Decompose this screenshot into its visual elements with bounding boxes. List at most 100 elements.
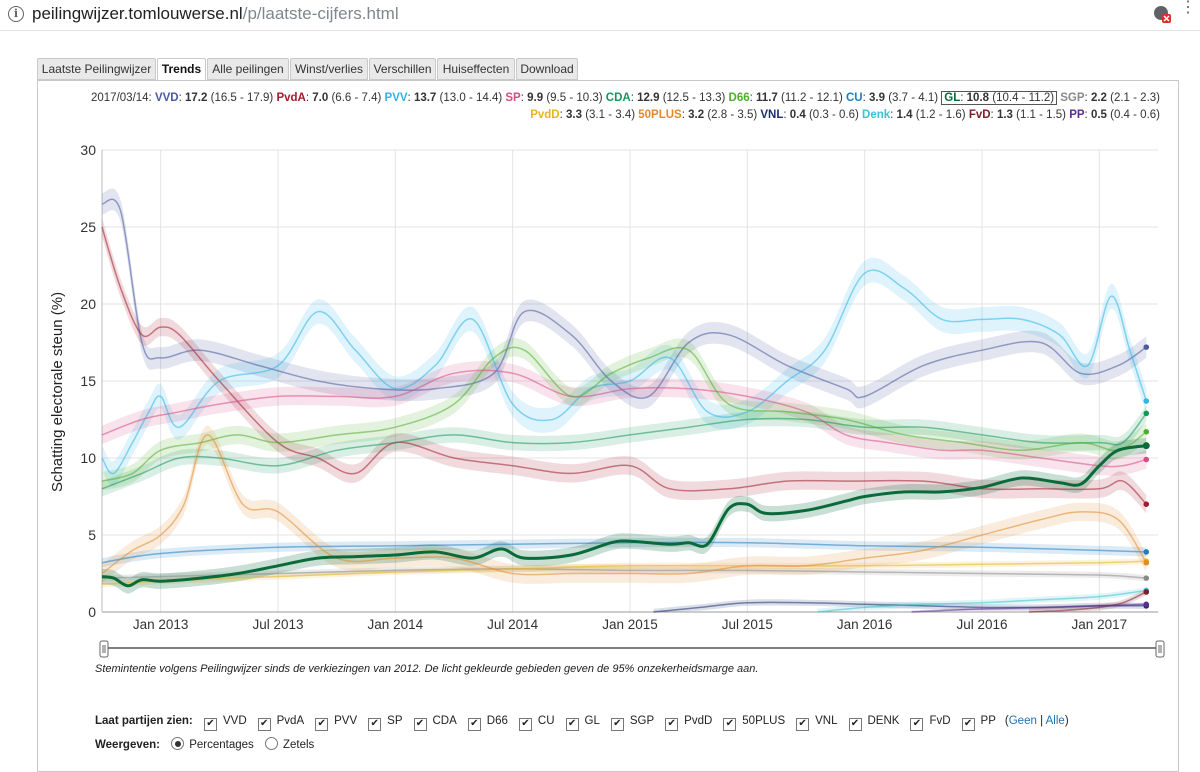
tab-winst-verlies[interactable]: Winst/verlies	[290, 58, 368, 80]
checkbox-label-pvda[interactable]: PvdA	[276, 715, 305, 727]
checkbox-cu[interactable]: ✔	[518, 718, 532, 731]
tab-download[interactable]: Download	[516, 58, 578, 80]
x-tick-labels: Jan 2013 Jul 2013 Jan 2014 Jul 2014 Jan 2015…	[133, 617, 1127, 632]
band-sgp	[102, 565, 1147, 582]
end-marker-fvd[interactable]	[1143, 589, 1150, 595]
checkbox-cda[interactable]: ✔	[413, 718, 427, 731]
summary-range: (1.2 - 1.6)	[915, 109, 966, 121]
checkbox-label-pp[interactable]: PP	[980, 715, 996, 727]
extension-icon[interactable]	[1153, 5, 1171, 23]
checkbox-label-cda[interactable]: CDA	[432, 715, 457, 727]
end-marker-vvd[interactable]	[1143, 344, 1150, 350]
summary-party: 50PLUS	[638, 109, 682, 121]
checkbox-sp[interactable]: ✔	[368, 718, 382, 731]
band-sp	[102, 361, 1147, 476]
series-line-pvv[interactable]	[101, 269, 1148, 475]
summary-party: VNL	[760, 109, 784, 121]
summary-line-1: 2017/03/14: VVD: 17.2 (16.5 - 17.9) PvdA…	[91, 91, 1160, 105]
band-pvda	[102, 217, 1147, 514]
checkbox-pvdd[interactable]: ✔	[665, 718, 679, 731]
range-handle-left[interactable]	[99, 640, 109, 658]
address-bar[interactable]: i peilingwijzer.tomlouwerse.nl/p/laatste…	[0, 0, 1200, 31]
end-marker-pvv[interactable]	[1143, 398, 1150, 404]
checkbox-pp[interactable]: ✔	[961, 718, 975, 731]
end-marker-cda[interactable]	[1143, 410, 1150, 417]
end-marker-50plus[interactable]	[1143, 559, 1150, 566]
checkbox-label-d66[interactable]: D66	[486, 715, 508, 727]
summary-entry-fvd: FvD: 1.3 (1.1 - 1.5)	[968, 109, 1066, 121]
checkbox-label-fvd[interactable]: FvD	[929, 715, 951, 727]
summary-entry-pvdd: PvdD: 3.3 (3.1 - 3.4)	[530, 109, 636, 121]
tab-alle-peilingen[interactable]: Alle peilingen	[207, 58, 289, 80]
series-line-denk[interactable]	[817, 589, 1147, 613]
series-line-pp[interactable]	[911, 603, 1147, 613]
series-lines	[101, 198, 1148, 613]
tab-huiseffecten[interactable]: Huiseffecten	[437, 58, 515, 80]
series-line-cda[interactable]	[101, 412, 1147, 490]
summary-range: (12.5 - 13.3)	[662, 92, 726, 104]
tab-verschillen[interactable]: Verschillen	[369, 58, 436, 80]
checkbox-vvd[interactable]: ✔	[203, 718, 217, 731]
info-icon[interactable]: i	[8, 6, 24, 22]
select-none-link[interactable]: Geen	[1008, 715, 1037, 727]
radio-zetels[interactable]	[264, 737, 278, 750]
checkbox-pvda[interactable]: ✔	[257, 718, 271, 731]
end-marker-pp[interactable]	[1143, 601, 1150, 608]
series-line-sp[interactable]	[101, 369, 1147, 468]
end-marker-cu[interactable]	[1143, 549, 1150, 555]
band-pvv	[102, 257, 1147, 486]
end-marker-sgp[interactable]	[1143, 575, 1150, 581]
summary-party: PP	[1069, 109, 1085, 121]
range-slider[interactable]	[99, 640, 1165, 658]
end-marker-pvda[interactable]	[1143, 501, 1150, 508]
trend-chart[interactable]: 0 5 10 15 20 25 30 Jan 2013 Jul 2013 Jan 2014 Jul…	[0, 0, 1200, 680]
checkbox-label-sp[interactable]: SP	[387, 715, 403, 727]
checkbox-label-pvdd[interactable]: PvdD	[684, 715, 713, 727]
checkbox-label-vvd[interactable]: VVD	[222, 715, 247, 727]
series-line-sgp[interactable]	[101, 568, 1147, 579]
band-gl	[102, 438, 1147, 594]
series-line-gl[interactable]	[101, 444, 1147, 588]
checkbox-label-cu[interactable]: CU	[537, 715, 555, 727]
tab-laatste-peilingwijzer[interactable]: Laatste Peilingwijzer	[37, 58, 156, 80]
checkbox-gl[interactable]: ✔	[565, 718, 579, 731]
summary-range: (13.0 - 14.4)	[439, 92, 503, 104]
radio-percentages-label[interactable]: Percentages	[189, 739, 254, 751]
checkbox-pvv[interactable]: ✔	[315, 718, 329, 731]
checkbox-50plus[interactable]: ✔	[723, 718, 737, 731]
series-line-50plus[interactable]	[101, 434, 1147, 576]
end-marker-gl[interactable]	[1142, 442, 1150, 450]
checkbox-label-vnl[interactable]: VNL	[815, 715, 838, 727]
checkbox-label-50plus[interactable]: 50PLUS	[742, 715, 786, 727]
series-line-fvd[interactable]	[1028, 591, 1147, 613]
checkbox-d66[interactable]: ✔	[467, 718, 481, 731]
y-tick-label: 30	[80, 142, 96, 158]
summary-range: (3.1 - 3.4)	[585, 109, 636, 121]
checkbox-sgp[interactable]: ✔	[610, 718, 624, 731]
checkbox-vnl[interactable]: ✔	[796, 718, 810, 731]
checkbox-label-pvv[interactable]: PVV	[334, 715, 358, 727]
checkbox-fvd[interactable]: ✔	[910, 718, 924, 731]
end-marker-sp[interactable]	[1143, 456, 1150, 463]
series-line-pvdd[interactable]	[101, 560, 1147, 586]
url-text[interactable]: peilingwijzer.tomlouwerse.nl/p/laatste-c…	[32, 4, 399, 24]
checkbox-label-denk[interactable]: DENK	[867, 715, 900, 727]
y-tick-label: 5	[88, 527, 96, 543]
end-marker-d66[interactable]	[1143, 429, 1150, 435]
series-line-vvd[interactable]	[101, 198, 1147, 399]
summary-value: 3.9	[869, 92, 886, 104]
series-line-d66[interactable]	[101, 346, 1147, 482]
select-all-link[interactable]: Alle	[1045, 715, 1065, 727]
radio-zetels-label[interactable]: Zetels	[282, 739, 315, 751]
range-handle-right[interactable]	[1155, 640, 1165, 658]
checkbox-denk[interactable]: ✔	[848, 718, 862, 731]
summary-line-2: PvdD: 3.3 (3.1 - 3.4) 50PLUS: 3.2 (2.8 -…	[530, 109, 1160, 121]
checkbox-label-gl[interactable]: GL	[584, 715, 600, 727]
party-filter-label: Laat partijen zien:	[95, 715, 193, 727]
tab-trends[interactable]: Trends	[157, 58, 206, 81]
summary-value: 3.3	[565, 109, 582, 121]
checkbox-label-sgp[interactable]: SGP	[629, 715, 655, 727]
end-markers	[1142, 344, 1150, 609]
radio-percentages[interactable]	[171, 737, 185, 750]
band-cda	[102, 405, 1147, 497]
